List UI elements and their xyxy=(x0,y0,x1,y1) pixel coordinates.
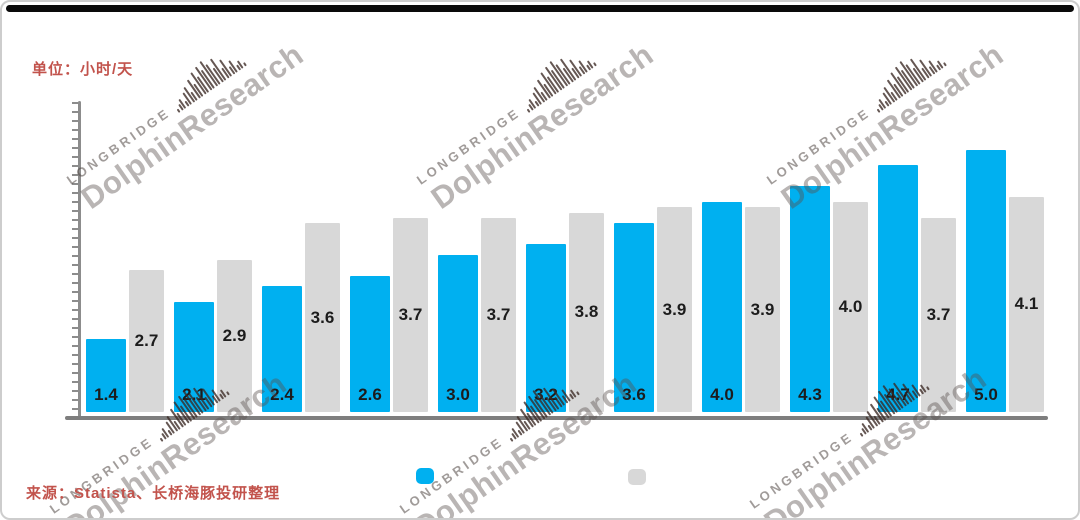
bar-value-label: 4.1 xyxy=(1014,294,1039,314)
bar-value-label: 3.0 xyxy=(446,385,470,404)
bar-value-label: 4.0 xyxy=(710,385,734,404)
source-label: 来源：Statista、长桥海豚投研整理 xyxy=(26,485,281,502)
x-axis xyxy=(65,416,1048,420)
bar-gray: 3.8 xyxy=(569,212,604,412)
bar-gray: 3.7 xyxy=(393,217,428,412)
y-axis-ticks xyxy=(72,102,78,420)
bar-value-label: 3.7 xyxy=(486,304,511,324)
bar-value-label: 2.4 xyxy=(270,385,294,404)
top-accent-bar xyxy=(6,5,1074,12)
y-axis xyxy=(78,101,81,420)
bar-gray: 4.0 xyxy=(833,202,868,412)
bar-blue: 3.6 xyxy=(614,223,654,412)
bar-blue: 2.4 xyxy=(262,286,302,412)
bar-value-label: 3.2 xyxy=(534,385,558,404)
bar-value-label: 2.9 xyxy=(222,325,247,345)
bar-blue: 4.7 xyxy=(878,165,918,412)
unit-label: 单位：小时/天 xyxy=(32,61,134,78)
bar-gray: 2.9 xyxy=(217,259,252,412)
bar-value-label: 5.0 xyxy=(974,385,998,404)
bar-blue: 4.0 xyxy=(702,202,742,412)
bar-blue: 2.1 xyxy=(174,301,214,412)
bar-value-label: 3.8 xyxy=(574,302,599,322)
bar-gray: 4.1 xyxy=(1009,196,1044,412)
bar-value-label: 3.9 xyxy=(750,299,775,319)
bar-value-label: 2.1 xyxy=(182,385,206,404)
bar-value-label: 4.0 xyxy=(838,297,863,316)
bar-blue: 5.0 xyxy=(966,149,1006,412)
bar-value-label: 2.7 xyxy=(134,331,159,351)
bar-gray: 3.6 xyxy=(305,223,340,412)
bar-blue: 4.3 xyxy=(790,186,830,412)
bar-blue: 3.0 xyxy=(438,254,478,412)
bar-value-label: 3.6 xyxy=(622,385,646,404)
bar-value-label: 4.3 xyxy=(798,385,822,404)
bar-value-label: 3.7 xyxy=(398,304,423,324)
bar-value-label: 3.9 xyxy=(662,299,687,319)
legend-swatch-gray xyxy=(628,469,646,485)
bar-blue: 1.4 xyxy=(86,338,126,412)
bar-gray: 3.7 xyxy=(921,217,956,412)
bar-gray: 3.7 xyxy=(481,217,516,412)
bar-value-label: 3.7 xyxy=(926,304,951,324)
bar-value-label: 3.6 xyxy=(310,307,335,327)
bar-blue: 3.2 xyxy=(526,244,566,412)
bar-gray: 2.7 xyxy=(129,270,164,412)
bar-value-label: 2.6 xyxy=(358,385,382,404)
bar-value-label: 1.4 xyxy=(94,385,118,404)
legend-swatch-blue xyxy=(416,468,434,484)
bar-blue: 2.6 xyxy=(350,275,390,412)
bar-gray: 3.9 xyxy=(657,207,692,412)
bar-gray: 3.9 xyxy=(745,207,780,412)
bar-value-label: 4.7 xyxy=(886,385,910,404)
